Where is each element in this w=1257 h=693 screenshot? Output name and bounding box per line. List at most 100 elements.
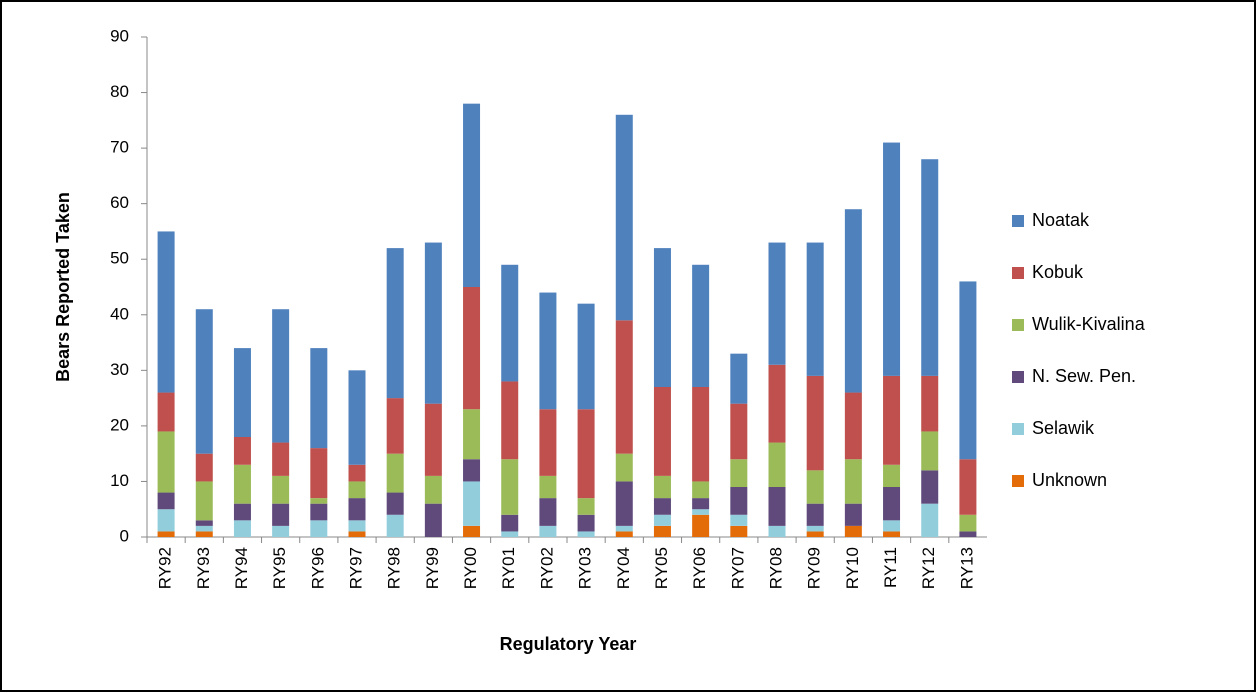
bar-segment bbox=[730, 403, 748, 460]
y-tick-label: 80 bbox=[110, 82, 129, 101]
bar-segment bbox=[615, 531, 633, 537]
bar-segment bbox=[386, 248, 404, 399]
bar-segment bbox=[883, 520, 901, 532]
legend-swatch bbox=[1012, 215, 1024, 227]
bar-segment bbox=[463, 103, 481, 288]
legend-swatch bbox=[1012, 267, 1024, 279]
bar-segment bbox=[730, 525, 748, 537]
bar-segment bbox=[653, 514, 671, 526]
bar-segment bbox=[806, 242, 824, 376]
y-tick-label: 90 bbox=[110, 26, 129, 45]
x-tick-label: RY07 bbox=[728, 547, 747, 589]
bar-segment bbox=[310, 520, 328, 537]
x-tick-label: RY12 bbox=[919, 547, 938, 589]
bar-segment bbox=[577, 514, 595, 532]
x-tick-label: RY03 bbox=[576, 547, 595, 589]
bar-segment bbox=[653, 475, 671, 499]
bar-segment bbox=[615, 114, 633, 321]
bar-segment bbox=[501, 531, 519, 537]
bar-segment bbox=[310, 448, 328, 499]
bar-segment bbox=[501, 514, 519, 532]
bar-segment bbox=[348, 498, 366, 521]
bar-segment bbox=[653, 525, 671, 537]
x-tick-label: RY95 bbox=[270, 547, 289, 589]
bar-segment bbox=[195, 481, 213, 521]
bar-segment bbox=[883, 464, 901, 487]
y-tick-label: 50 bbox=[110, 249, 129, 268]
legend-swatch bbox=[1012, 475, 1024, 487]
x-tick-label: RY97 bbox=[346, 547, 365, 589]
bar-segment bbox=[348, 520, 366, 532]
bar-segment bbox=[692, 498, 710, 510]
y-tick-label: 20 bbox=[110, 415, 129, 434]
bar-segment bbox=[310, 503, 328, 521]
bar-segment bbox=[157, 492, 175, 510]
x-tick-label: RY08 bbox=[766, 547, 785, 589]
x-tick-label: RY92 bbox=[156, 547, 175, 589]
bar-segment bbox=[959, 459, 977, 515]
y-tick-label: 10 bbox=[110, 471, 129, 490]
bar-segment bbox=[806, 503, 824, 526]
bar-segment bbox=[539, 409, 557, 476]
bar-segment bbox=[844, 209, 862, 393]
legend-swatch bbox=[1012, 423, 1024, 435]
bar-segment bbox=[577, 303, 595, 410]
bar-segment bbox=[883, 531, 901, 537]
y-tick-label: 70 bbox=[110, 138, 129, 157]
y-tick-label: 30 bbox=[110, 360, 129, 379]
y-tick-label: 60 bbox=[110, 193, 129, 212]
bar-segment bbox=[768, 487, 786, 526]
bar-segment bbox=[730, 487, 748, 515]
bar-segment bbox=[424, 475, 442, 504]
bar-segment bbox=[653, 248, 671, 387]
bar-segment bbox=[730, 514, 748, 526]
bar-segment bbox=[233, 520, 251, 537]
bar-segment bbox=[272, 503, 290, 526]
bar-segment bbox=[692, 481, 710, 499]
bar-segment bbox=[539, 292, 557, 410]
bar-segment bbox=[730, 353, 748, 404]
x-tick-label: RY98 bbox=[385, 547, 404, 589]
bar-segment bbox=[272, 442, 290, 476]
bar-segment bbox=[806, 470, 824, 504]
y-tick-label: 40 bbox=[110, 304, 129, 323]
y-axis-label: Bears Reported Taken bbox=[53, 192, 73, 382]
legend-label: Noatak bbox=[1032, 210, 1090, 230]
legend-label: Wulik-Kivalina bbox=[1032, 314, 1146, 334]
x-tick-label: RY94 bbox=[232, 547, 251, 589]
y-tick-label: 0 bbox=[120, 526, 129, 545]
x-tick-label: RY99 bbox=[423, 547, 442, 589]
bar-segment bbox=[692, 264, 710, 387]
bar-segment bbox=[310, 348, 328, 449]
bar-segment bbox=[463, 459, 481, 482]
bar-segment bbox=[921, 503, 939, 537]
bar-segment bbox=[615, 525, 633, 532]
bar-segment bbox=[195, 525, 213, 532]
bar-segment bbox=[883, 487, 901, 521]
bar-segment bbox=[386, 492, 404, 515]
bar-segment bbox=[463, 525, 481, 537]
legend-label: N. Sew. Pen. bbox=[1032, 366, 1136, 386]
x-tick-label: RY93 bbox=[194, 547, 213, 589]
bar-segment bbox=[463, 287, 481, 410]
bar-segment bbox=[921, 470, 939, 504]
bar-segment bbox=[195, 309, 213, 454]
bar-segment bbox=[233, 464, 251, 504]
bar-segment bbox=[844, 525, 862, 537]
bar-segment bbox=[272, 525, 290, 537]
x-tick-label: RY05 bbox=[652, 547, 671, 589]
bar-segment bbox=[883, 375, 901, 465]
x-tick-label: RY11 bbox=[881, 547, 900, 588]
legend-label: Kobuk bbox=[1032, 262, 1084, 282]
bar-segment bbox=[577, 531, 595, 537]
bar-segment bbox=[883, 142, 901, 376]
bar-segment bbox=[577, 409, 595, 499]
bar-segment bbox=[844, 392, 862, 460]
x-tick-label: RY06 bbox=[690, 547, 709, 589]
bar-segment bbox=[501, 264, 519, 382]
bar-segment bbox=[272, 309, 290, 443]
bar-segment bbox=[233, 348, 251, 437]
bar-segment bbox=[233, 503, 251, 521]
legend-label: Selawik bbox=[1032, 418, 1095, 438]
